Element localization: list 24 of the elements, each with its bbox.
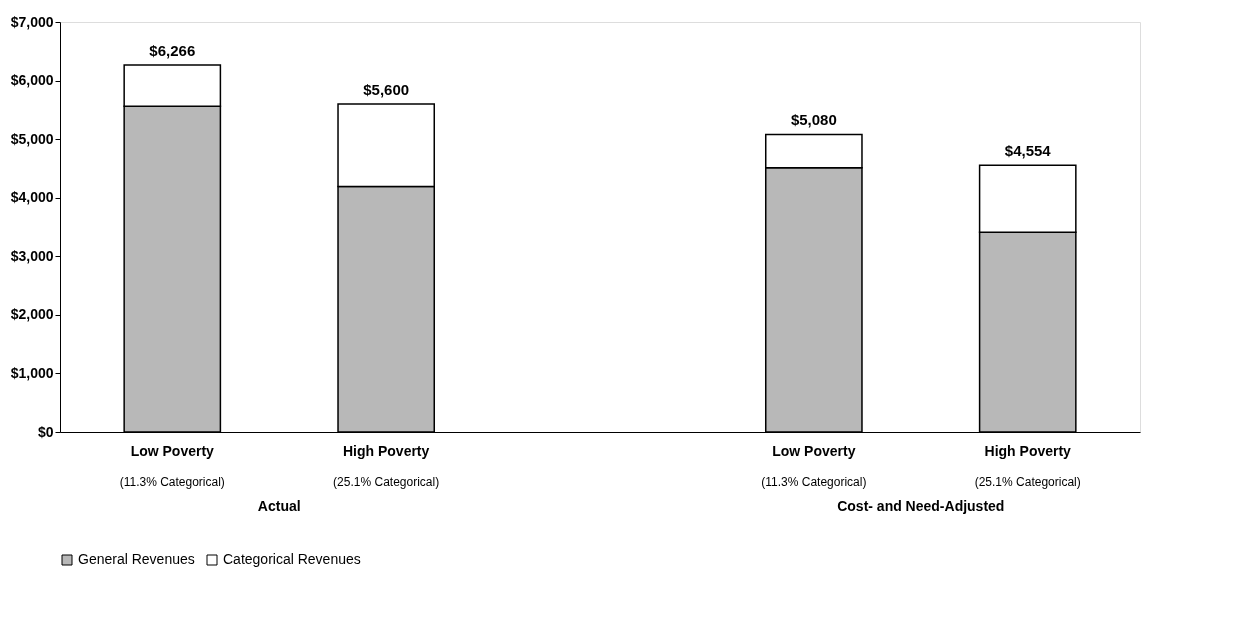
legend-label: General Revenues — [78, 551, 195, 567]
total-label: $4,554 — [1004, 142, 1052, 160]
x-tick-label: High Poverty — [342, 442, 430, 459]
y-tick-label: $2,000 — [10, 306, 54, 323]
text: (11.3% Categorical) — [119, 475, 225, 489]
y-tick-label: $5,000 — [10, 130, 54, 147]
y-tick-label: $6,000 — [10, 72, 54, 89]
x-tick-label: Low Poverty — [772, 442, 856, 459]
text: Cost- and Need-Adjusted — [837, 498, 1005, 514]
y-tick-label: $7,000 — [10, 13, 54, 30]
x-tick-label: Low Poverty — [130, 442, 215, 459]
text: (25.1% Categorical) — [333, 475, 440, 489]
y-tick-label: $4,000 — [10, 189, 54, 206]
total-label: $5,080 — [790, 111, 837, 129]
y-tick-label: $3,000 — [10, 247, 54, 264]
text: Actual — [257, 498, 301, 514]
legend-label: Categorical Revenues — [223, 551, 361, 567]
total-label: $5,600 — [363, 81, 410, 98]
text: (11.3% Categorical) — [761, 475, 867, 489]
x-tick-label: High Poverty — [984, 442, 1072, 459]
text: (25.1% Categorical) — [974, 475, 1081, 489]
y-tick-label: $1,000 — [10, 364, 54, 381]
y-tick-label: $0 — [37, 423, 54, 440]
total-label: $6,266 — [149, 41, 196, 59]
